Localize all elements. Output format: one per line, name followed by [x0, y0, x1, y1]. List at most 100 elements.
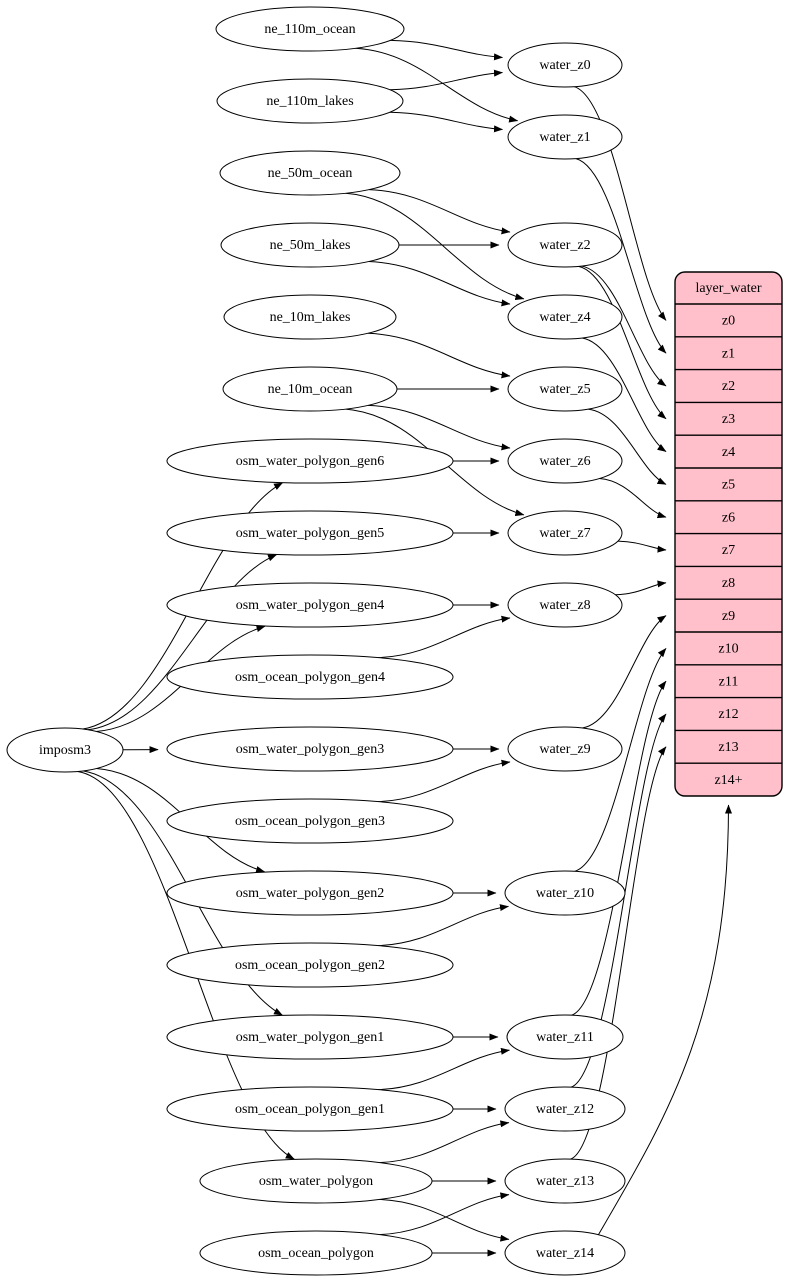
node-label: ne_110m_lakes	[266, 94, 353, 109]
node-osm_water_polygon_gen6[interactable]: osm_water_polygon_gen6	[166, 438, 454, 484]
node-shape	[199, 1158, 433, 1204]
table-row-label: z3	[722, 412, 735, 427]
node-water_z2[interactable]: water_z2	[507, 222, 623, 268]
node-ne_50m_lakes[interactable]: ne_50m_lakes	[220, 222, 400, 268]
node-ne_10m_lakes[interactable]: ne_10m_lakes	[223, 294, 397, 340]
table-row-label: z5	[722, 478, 735, 493]
node-osm_water_polygon_gen2[interactable]: osm_water_polygon_gen2	[166, 870, 454, 916]
node-osm_ocean_polygon_gen1[interactable]: osm_ocean_polygon_gen1	[166, 1086, 454, 1132]
layer-water-table[interactable]: layer_water z0 z1 z2 z3 z4 z5 z6 z7 z8 z9 z10 z11 z12…	[674, 271, 783, 797]
node-osm_water_polygon_gen3[interactable]: osm_water_polygon_gen3	[166, 726, 454, 772]
node-shape	[166, 798, 454, 844]
node-label: osm_ocean_polygon_gen2	[235, 958, 385, 973]
node-label: osm_water_polygon_gen6	[236, 454, 385, 469]
edge-water_z13-to-layer_water-z13	[570, 746, 667, 1160]
node-shape	[220, 222, 400, 268]
node-label: osm_water_polygon	[259, 1174, 373, 1189]
node-osm_water_polygon_gen5[interactable]: osm_water_polygon_gen5	[166, 510, 454, 556]
node-water_z14[interactable]: water_z14	[504, 1230, 626, 1276]
node-label: osm_ocean_polygon_gen1	[235, 1102, 385, 1117]
table-row-label: z10	[718, 642, 738, 657]
node-label: water_z6	[539, 454, 590, 469]
edge-water_z8-to-layer_water-z8	[615, 580, 667, 596]
table-row-label: z14+	[714, 773, 742, 788]
edge-water_z5-to-layer_water-z5	[588, 408, 667, 485]
node-label: water_z10	[536, 886, 594, 901]
table-row-label: z12	[718, 707, 738, 722]
table-row-label: z8	[722, 576, 735, 591]
node-water_z5[interactable]: water_z5	[507, 366, 623, 412]
node-label: osm_water_polygon_gen5	[236, 526, 385, 541]
node-shape	[166, 438, 454, 484]
node-shape	[216, 78, 404, 124]
node-water_z11[interactable]: water_z11	[506, 1014, 624, 1060]
node-water_z7[interactable]: water_z7	[507, 510, 623, 556]
node-water_z13[interactable]: water_z13	[504, 1158, 626, 1204]
node-label: water_z8	[539, 598, 590, 613]
edges-layer	[77, 39, 732, 1257]
node-shape	[507, 582, 623, 628]
node-label: osm_water_polygon_gen2	[236, 886, 385, 901]
node-shape	[166, 726, 454, 772]
edge-ne_10m_ocean-to-water_z6	[368, 404, 511, 451]
node-shape	[507, 114, 623, 160]
node-osm_water_polygon_gen4[interactable]: osm_water_polygon_gen4	[166, 582, 454, 628]
table-row-label: z4	[722, 445, 735, 460]
node-shape	[166, 654, 454, 700]
table-row-label: z1	[722, 346, 735, 361]
node-label: water_z13	[536, 1174, 594, 1189]
node-label: water_z11	[536, 1030, 594, 1045]
layer-water-table-header: layer_water	[695, 281, 761, 296]
node-water_z12[interactable]: water_z12	[504, 1086, 626, 1132]
edge-water_z11-to-layer_water-z11	[571, 680, 667, 1016]
node-shape	[507, 222, 623, 268]
node-shape	[504, 1230, 626, 1276]
node-shape	[506, 1014, 624, 1060]
edge-ne_110m_ocean-to-water_z0	[390, 39, 503, 61]
node-water_z0[interactable]: water_z0	[507, 42, 623, 88]
node-ne_110m_ocean[interactable]: ne_110m_ocean	[215, 6, 405, 52]
node-water_z10[interactable]: water_z10	[504, 870, 626, 916]
node-label: ne_10m_lakes	[270, 310, 351, 325]
edge-ne_50m_ocean-to-water_z2	[368, 189, 511, 235]
node-osm_ocean_polygon_gen4[interactable]: osm_ocean_polygon_gen4	[166, 654, 454, 700]
edge-water_z0-to-layer_water-z0	[574, 86, 667, 321]
node-water_z1[interactable]: water_z1	[507, 114, 623, 160]
edge-water_z10-to-layer_water-z10	[574, 648, 667, 872]
node-osm_ocean_polygon_gen2[interactable]: osm_ocean_polygon_gen2	[166, 942, 454, 988]
node-label: water_z4	[539, 310, 590, 325]
node-shape	[222, 366, 398, 412]
node-water_z9[interactable]: water_z9	[507, 726, 623, 772]
node-shape	[166, 942, 454, 988]
node-label: water_z7	[539, 526, 590, 541]
table-row-label: z2	[722, 379, 735, 394]
node-label: water_z0	[539, 58, 590, 73]
node-imposm3[interactable]: imposm3	[6, 727, 124, 773]
table-row-label: z11	[719, 674, 739, 689]
node-osm_water_polygon[interactable]: osm_water_polygon	[199, 1158, 433, 1204]
nodes-layer: imposm3 ne_110m_ocean ne_110m_lakes ne_50m_…	[6, 6, 626, 1276]
node-shape	[507, 294, 623, 340]
node-ne_110m_lakes[interactable]: ne_110m_lakes	[216, 78, 404, 124]
node-shape	[507, 726, 623, 772]
node-shape	[507, 42, 623, 88]
edge-water_z12-to-layer_water-z12	[570, 713, 667, 1088]
node-osm_ocean_polygon_gen3[interactable]: osm_ocean_polygon_gen3	[166, 798, 454, 844]
node-water_z8[interactable]: water_z8	[507, 582, 623, 628]
node-shape	[166, 510, 454, 556]
node-water_z4[interactable]: water_z4	[507, 294, 623, 340]
node-label: osm_water_polygon_gen3	[236, 742, 385, 757]
node-ne_50m_ocean[interactable]: ne_50m_ocean	[219, 150, 401, 196]
node-osm_water_polygon_gen1[interactable]: osm_water_polygon_gen1	[166, 1014, 454, 1060]
node-ne_10m_ocean[interactable]: ne_10m_ocean	[222, 366, 398, 412]
edge-imposm3-to-osm_water_polygon_gen5	[87, 554, 277, 731]
node-label: osm_ocean_polygon	[258, 1246, 374, 1261]
edge-ne_110m_ocean-to-water_z1	[355, 47, 519, 123]
node-shape	[166, 1014, 454, 1060]
node-label: ne_50m_ocean	[268, 166, 353, 181]
node-osm_ocean_polygon[interactable]: osm_ocean_polygon	[199, 1230, 433, 1276]
edge-osm_water_polygon-to-water_z14	[379, 1198, 510, 1242]
edge-water_z6-to-layer_water-z6	[599, 478, 667, 519]
node-shape	[6, 727, 124, 773]
node-water_z6[interactable]: water_z6	[507, 438, 623, 484]
